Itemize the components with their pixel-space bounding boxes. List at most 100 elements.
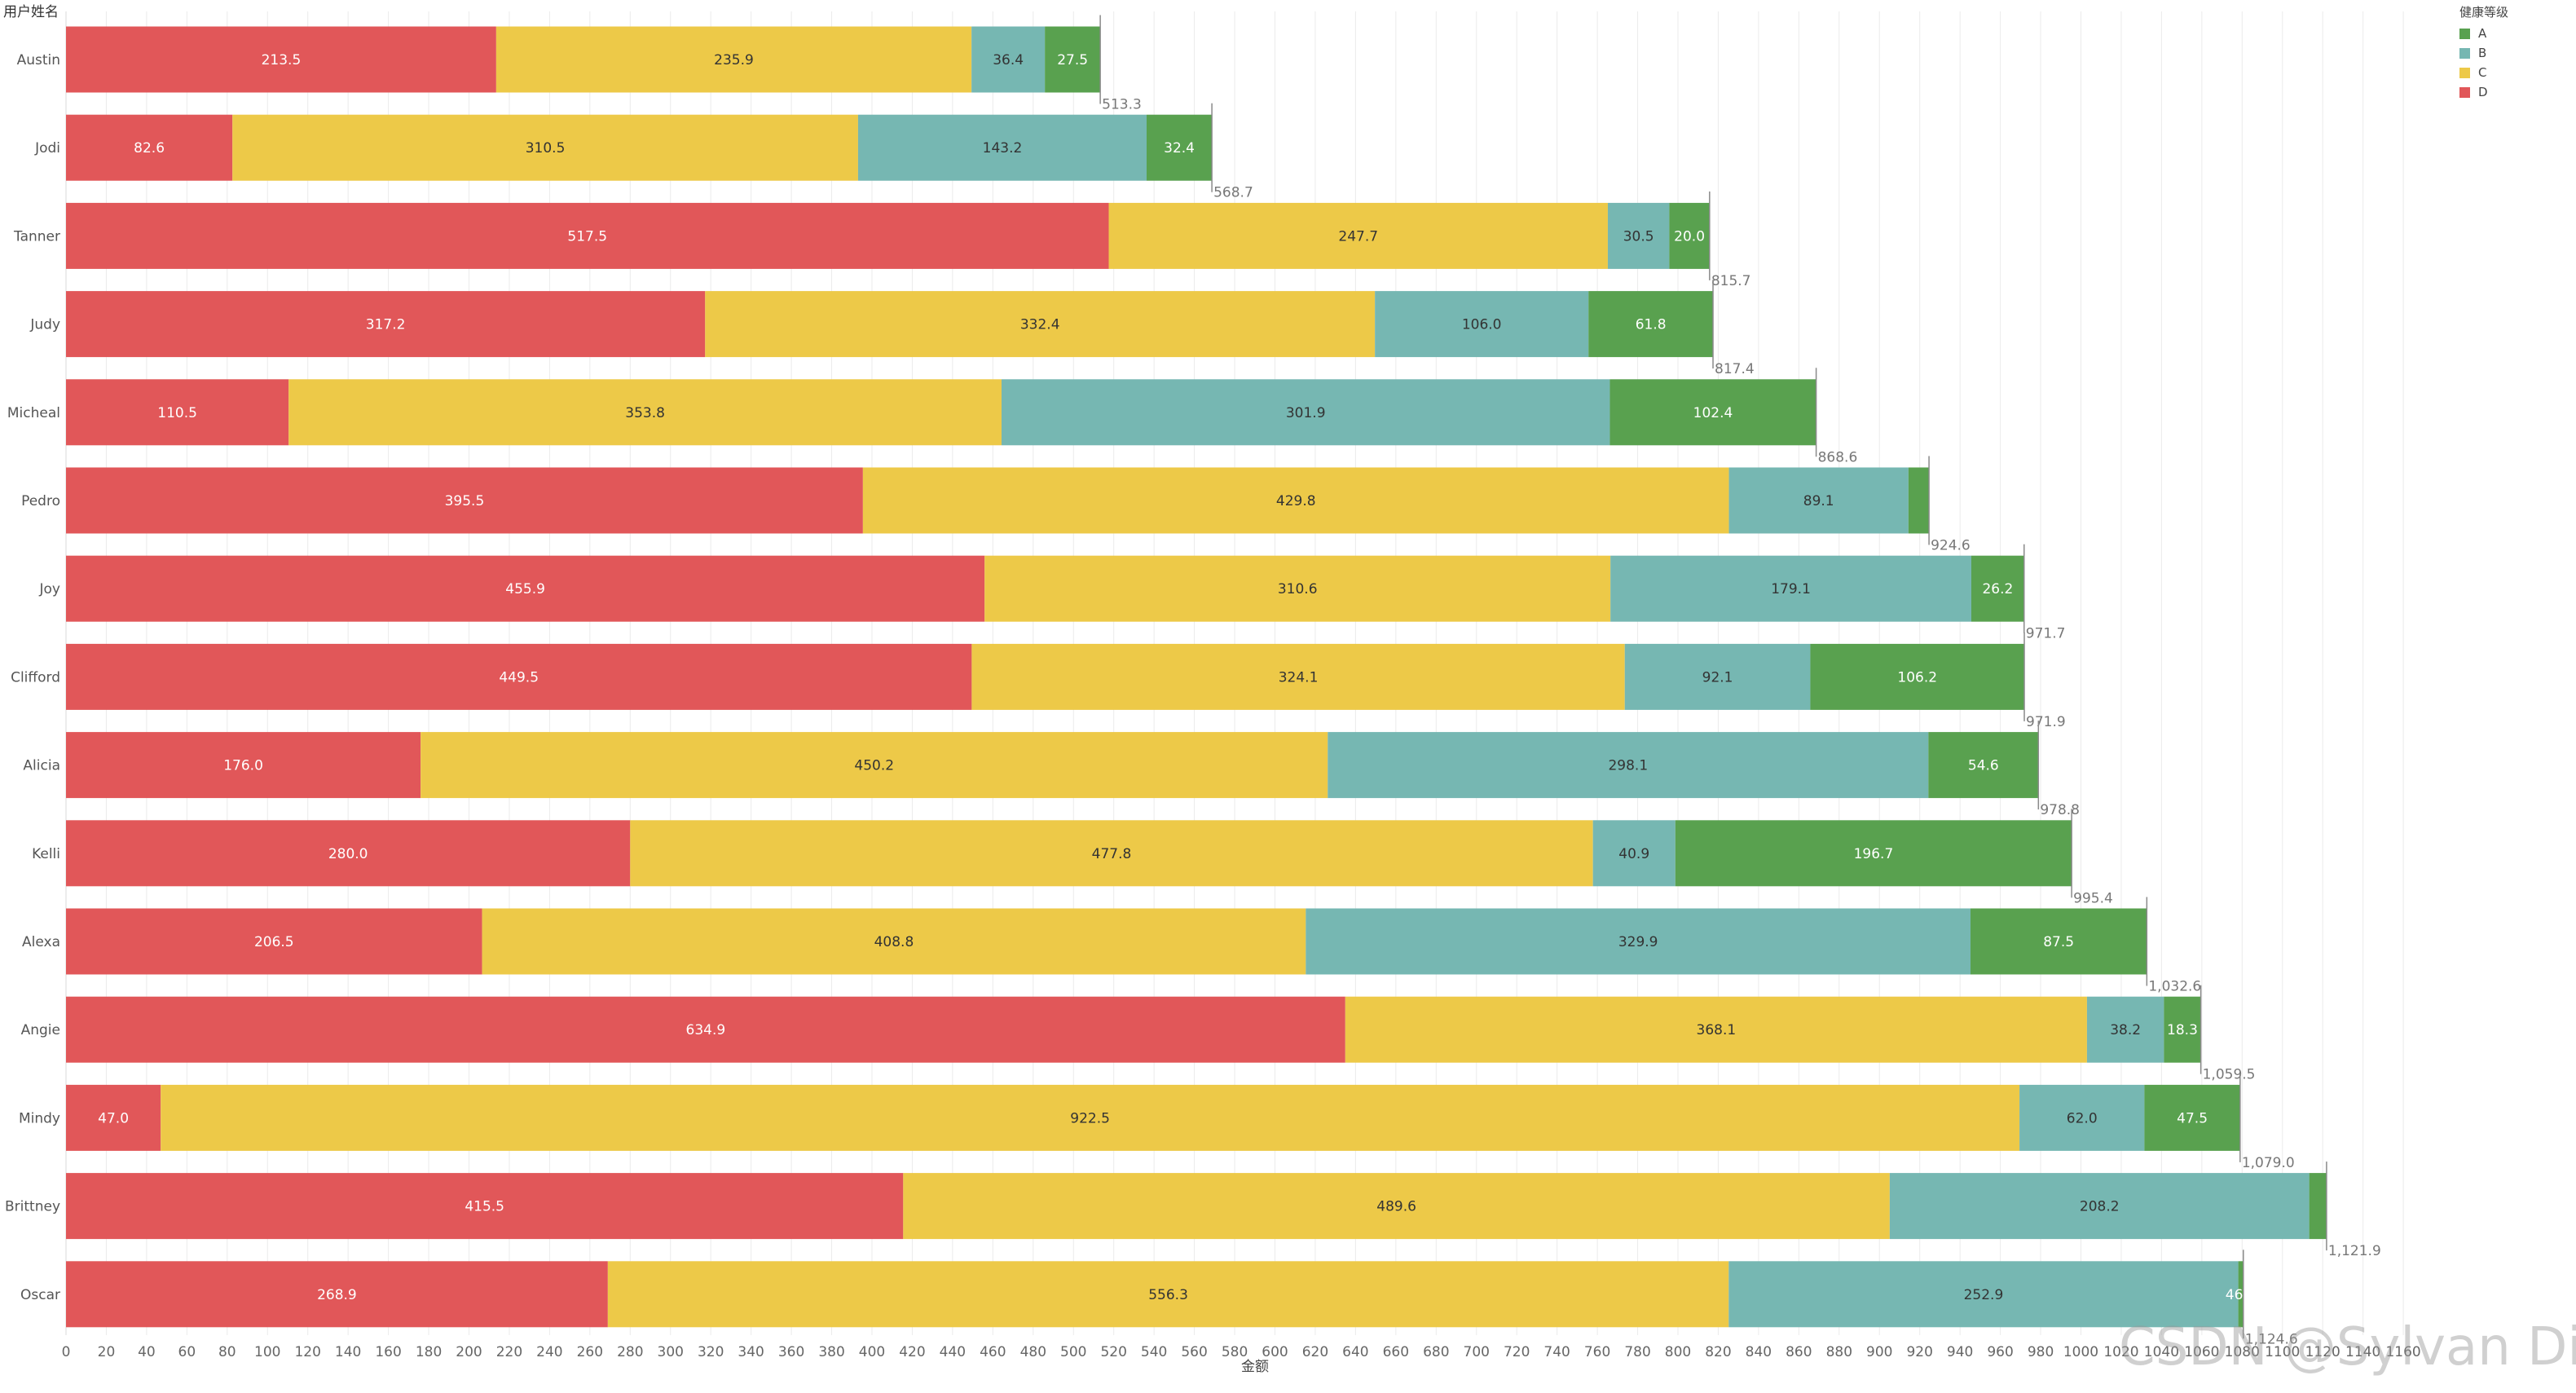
bar-segment-d[interactable] [66, 379, 289, 446]
bar-value-label: 179.1 [1771, 581, 1811, 597]
bar-segment-b[interactable] [1889, 1173, 2310, 1240]
legend-item-c[interactable]: C [2459, 63, 2508, 82]
bar-segment-c[interactable] [495, 26, 972, 93]
total-label: 1,124.6 [2245, 1331, 2298, 1347]
total-label: 924.6 [1931, 538, 1971, 554]
bar-segment-c[interactable] [862, 467, 1729, 534]
bar-segment-b[interactable] [1728, 1261, 2239, 1328]
bar-value-label: 87.5 [2043, 934, 2074, 950]
x-tick-label: 140 [335, 1344, 361, 1360]
bar-segment-b[interactable] [1592, 820, 1676, 887]
bar-segment-a[interactable] [1147, 114, 1213, 181]
bar-segment-d[interactable] [66, 1084, 161, 1151]
y-category-label: Tanner [13, 228, 60, 245]
bar-value-label: 62.0 [2067, 1110, 2098, 1126]
bar-value-label: 450.2 [854, 758, 894, 774]
bar-segment-a[interactable] [1675, 820, 2072, 887]
bar-segment-a[interactable] [1669, 202, 1710, 269]
y-category-label: Angie [21, 1022, 60, 1038]
bar-segment-a[interactable] [2309, 1173, 2327, 1240]
bar-segment-d[interactable] [66, 26, 496, 93]
bar-segment-b[interactable] [2019, 1084, 2145, 1151]
bar-segment-a[interactable] [1971, 908, 2147, 975]
bar-value-label: 415.5 [465, 1199, 504, 1215]
total-label: 1,121.9 [2328, 1243, 2381, 1259]
total-label: 868.6 [1818, 449, 1858, 465]
bar-segment-b[interactable] [1607, 202, 1670, 269]
bar-value-label: 106.0 [1462, 317, 1502, 333]
bar-segment-b[interactable] [1728, 467, 1909, 534]
bar-segment-c[interactable] [705, 291, 1376, 358]
bar-segment-a[interactable] [1928, 732, 2039, 799]
x-tick-label: 1120 [2305, 1344, 2340, 1360]
bar-segment-c[interactable] [984, 555, 1611, 622]
bar-value-label: 235.9 [714, 52, 754, 68]
bar-value-label: 252.9 [1964, 1287, 2004, 1303]
bar-segment-a[interactable] [1609, 379, 1816, 446]
legend-item-b[interactable]: B [2459, 43, 2508, 63]
bar-segment-b[interactable] [1624, 643, 1811, 710]
bar-segment-a[interactable] [1971, 555, 2024, 622]
bar-segment-b[interactable] [857, 114, 1147, 181]
bar-segment-a[interactable] [1045, 26, 1101, 93]
bar-value-label: 329.9 [1618, 934, 1658, 950]
y-category-label: Oscar [20, 1287, 60, 1303]
bar-segment-d[interactable] [66, 820, 631, 887]
bar-segment-c[interactable] [161, 1084, 2020, 1151]
bar-segment-c[interactable] [630, 820, 1593, 887]
bar-segment-d[interactable] [66, 114, 233, 181]
x-tick-label: 60 [178, 1344, 196, 1360]
bar-segment-d[interactable] [66, 1173, 904, 1240]
bar-segment-d[interactable] [66, 732, 421, 799]
bar-segment-c[interactable] [421, 732, 1328, 799]
y-category-label: Alexa [22, 934, 60, 950]
x-tick-label: 1100 [2265, 1344, 2300, 1360]
bar-segment-a[interactable] [2164, 996, 2201, 1063]
x-tick-label: 280 [617, 1344, 643, 1360]
bar-segment-c[interactable] [482, 908, 1306, 975]
bar-segment-d[interactable] [66, 643, 972, 710]
bar-segment-c[interactable] [1108, 202, 1608, 269]
bar-value-label: 922.5 [1070, 1110, 1110, 1126]
bar-segment-d[interactable] [66, 467, 863, 534]
bar-segment-d[interactable] [66, 908, 482, 975]
bar-segment-c[interactable] [288, 379, 1002, 446]
bar-segment-a[interactable] [1810, 643, 2025, 710]
bar-segment-a[interactable] [2238, 1261, 2244, 1328]
bar-segment-c[interactable] [607, 1261, 1729, 1328]
bar-segment-a[interactable] [1588, 291, 1714, 358]
y-axis-title: 用户姓名 [3, 4, 59, 20]
bar-value-label: 332.4 [1020, 317, 1060, 333]
bar-segment-d[interactable] [66, 555, 985, 622]
bar-value-label: 489.6 [1376, 1199, 1416, 1215]
bar-segment-a[interactable] [2144, 1084, 2240, 1151]
x-tick-label: 20 [98, 1344, 116, 1360]
bar-segment-b[interactable] [971, 26, 1046, 93]
legend-item-d[interactable]: D [2459, 82, 2508, 102]
bar-value-label: 27.5 [1057, 52, 1088, 68]
y-category-label: Mindy [19, 1110, 60, 1126]
bar-segment-c[interactable] [903, 1173, 1890, 1240]
bar-segment-d[interactable] [66, 1261, 608, 1328]
bar-segment-b[interactable] [2086, 996, 2164, 1063]
bar-segment-a[interactable] [1908, 467, 1930, 534]
legend-item-a[interactable]: A [2459, 24, 2508, 43]
bar-segment-d[interactable] [66, 202, 1109, 269]
bar-segment-b[interactable] [1375, 291, 1589, 358]
bar-segment-c[interactable] [1345, 996, 2087, 1063]
bar-segment-d[interactable] [66, 996, 1345, 1063]
bar-segment-b[interactable] [1001, 379, 1610, 446]
bar-segment-d[interactable] [66, 291, 706, 358]
x-tick-label: 1060 [2184, 1344, 2219, 1360]
bar-value-label: 38.2 [2110, 1022, 2141, 1038]
x-tick-label: 880 [1826, 1344, 1852, 1360]
bar-segment-b[interactable] [1306, 908, 1971, 975]
bar-segment-c[interactable] [971, 643, 1625, 710]
bar-segment-b[interactable] [1610, 555, 1971, 622]
x-tick-label: 720 [1504, 1344, 1530, 1360]
bar-segment-c[interactable] [232, 114, 858, 181]
x-tick-label: 1160 [2385, 1344, 2420, 1360]
bar-value-label: 30.5 [1623, 228, 1654, 245]
bar-segment-b[interactable] [1328, 732, 1929, 799]
y-category-label: Jodi [34, 140, 60, 156]
